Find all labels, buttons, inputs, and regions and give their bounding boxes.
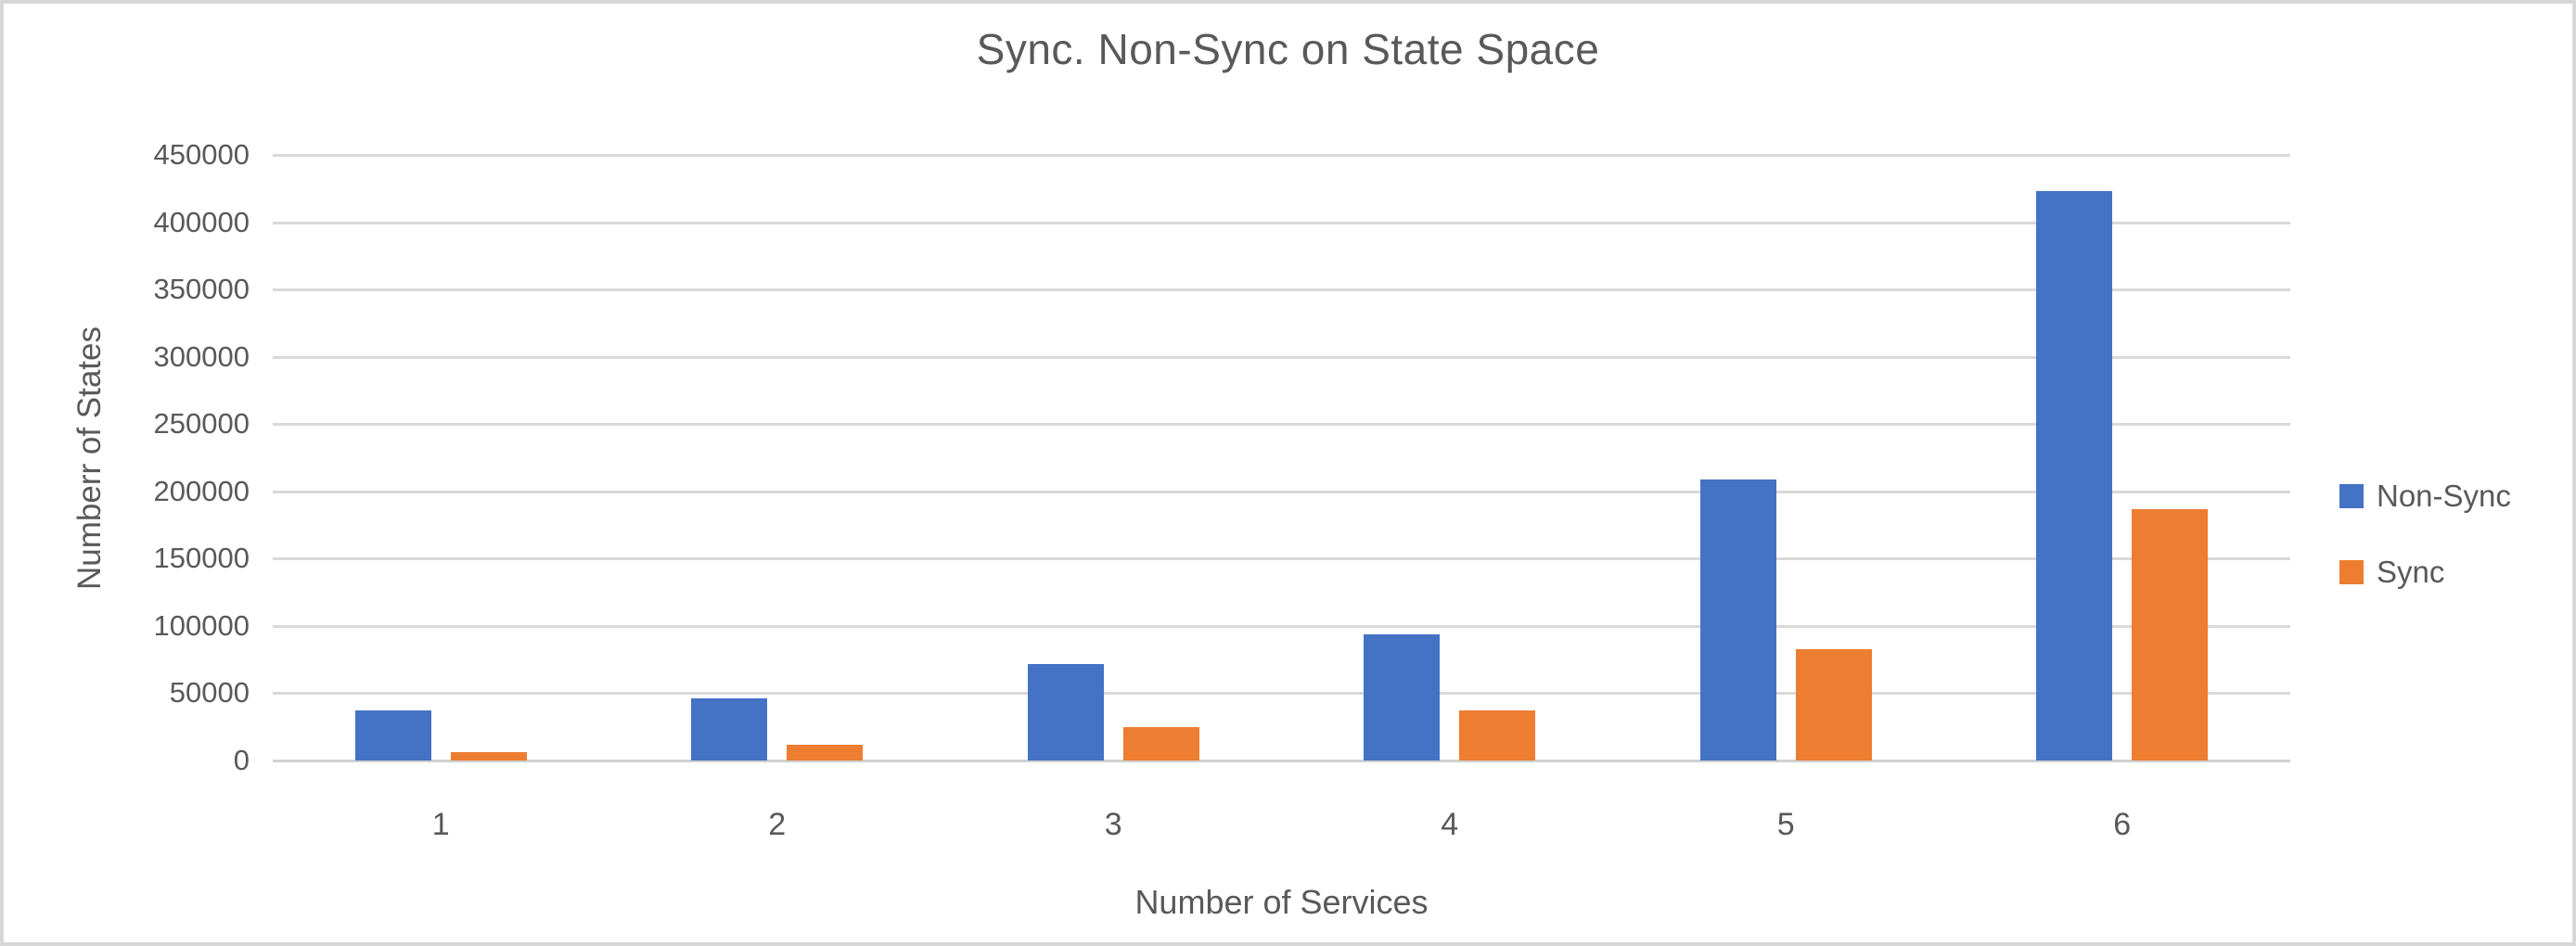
x-tick-label-2: 2 xyxy=(768,807,787,842)
y-tick-label-450000: 450000 xyxy=(153,138,250,171)
gridline-200000 xyxy=(273,491,2290,493)
gridline-50000 xyxy=(273,692,2290,695)
bar-non-sync-cat4[interactable] xyxy=(1364,633,1441,761)
legend-label: Sync xyxy=(2377,555,2445,589)
gridline-0 xyxy=(273,760,2290,762)
bar-non-sync-cat5[interactable] xyxy=(1699,479,1776,761)
plot-area xyxy=(273,154,2290,762)
y-tick-label-350000: 350000 xyxy=(153,273,250,305)
y-tick-label-300000: 300000 xyxy=(153,340,250,373)
bar-non-sync-cat1[interactable] xyxy=(354,710,431,761)
gridline-100000 xyxy=(273,625,2290,628)
category-group-6 xyxy=(1954,155,2291,761)
bar-non-sync-cat2[interactable] xyxy=(691,698,768,761)
y-tick-label-200000: 200000 xyxy=(153,475,250,507)
x-axis-title: Number of Services xyxy=(1134,883,1429,921)
bar-sync-cat1[interactable] xyxy=(450,752,527,761)
y-tick-label-150000: 150000 xyxy=(153,542,250,574)
gridline-450000 xyxy=(273,154,2290,157)
x-tick-label-5: 5 xyxy=(1776,807,1795,842)
gridline-400000 xyxy=(273,222,2290,224)
y-tick-label-250000: 250000 xyxy=(153,407,250,440)
x-axis-tick-labels: 1 2 3 4 5 6 xyxy=(273,807,2290,843)
legend-swatch-icon xyxy=(2339,484,2364,508)
x-tick-label-6: 6 xyxy=(2113,807,2132,842)
legend-label: Non-Sync xyxy=(2377,479,2511,513)
gridline-300000 xyxy=(273,356,2290,359)
category-group-2 xyxy=(609,155,946,761)
legend-item-sync[interactable]: Sync xyxy=(2339,555,2511,590)
y-tick-label-100000: 100000 xyxy=(153,609,250,642)
bar-sync-cat2[interactable] xyxy=(787,744,864,761)
legend-item-non-sync[interactable]: Non-Sync xyxy=(2339,479,2511,514)
gridline-150000 xyxy=(273,557,2290,560)
bar-non-sync-cat6[interactable] xyxy=(2036,191,2113,761)
category-group-4 xyxy=(1282,155,1619,761)
legend-swatch-icon xyxy=(2339,560,2364,584)
bars-layer xyxy=(273,155,2290,761)
category-group-1 xyxy=(273,155,609,761)
y-tick-label-400000: 400000 xyxy=(153,206,250,238)
bar-sync-cat3[interactable] xyxy=(1122,726,1199,761)
bar-sync-cat4[interactable] xyxy=(1459,710,1536,761)
gridline-350000 xyxy=(273,288,2290,291)
y-tick-label-0: 0 xyxy=(233,744,250,776)
gridline-250000 xyxy=(273,423,2290,426)
x-tick-label-4: 4 xyxy=(1441,807,1459,842)
legend: Non-Sync Sync xyxy=(2339,479,2511,590)
x-tick-label-3: 3 xyxy=(1104,807,1122,842)
category-group-5 xyxy=(1618,155,1954,761)
bar-sync-cat6[interactable] xyxy=(2132,508,2209,761)
x-tick-label-1: 1 xyxy=(431,807,450,842)
category-group-3 xyxy=(945,155,1282,761)
bar-sync-cat5[interactable] xyxy=(1795,648,1872,761)
chart-title: Sync. Non-Sync on State Space xyxy=(976,25,1600,73)
bar-non-sync-cat3[interactable] xyxy=(1027,663,1104,761)
y-tick-label-50000: 50000 xyxy=(169,676,250,709)
